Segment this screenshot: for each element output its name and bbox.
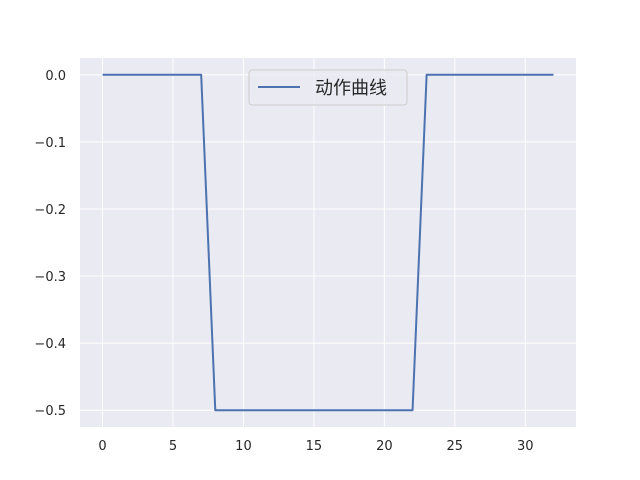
plot-background bbox=[80, 58, 576, 427]
y-tick-label: −0.4 bbox=[34, 337, 66, 352]
series-lines bbox=[102, 73, 554, 412]
x-tick-label: 15 bbox=[306, 439, 323, 454]
y-tick-label: −0.5 bbox=[34, 404, 66, 419]
y-tick-label: 0.0 bbox=[45, 69, 66, 84]
legend-label: 动作曲线 bbox=[315, 78, 387, 99]
x-tick-label: 20 bbox=[376, 439, 393, 454]
x-tick-label: 0 bbox=[98, 439, 106, 454]
x-tick-label: 30 bbox=[517, 439, 534, 454]
x-tick-label: 25 bbox=[447, 439, 464, 454]
legend: 动作曲线 bbox=[248, 69, 408, 106]
y-tick-label: −0.1 bbox=[34, 136, 66, 151]
x-tick-labels: 0 5 10 15 20 25 30 bbox=[98, 439, 533, 454]
y-tick-label: −0.2 bbox=[34, 203, 66, 218]
y-tick-labels: 0.0 −0.1 −0.2 −0.3 −0.4 −0.5 bbox=[34, 69, 66, 419]
y-tick-label: −0.3 bbox=[34, 270, 66, 285]
legend-box bbox=[248, 69, 408, 106]
x-tick-label: 5 bbox=[169, 439, 177, 454]
series-line bbox=[102, 73, 554, 412]
x-tick-label: 10 bbox=[235, 439, 252, 454]
